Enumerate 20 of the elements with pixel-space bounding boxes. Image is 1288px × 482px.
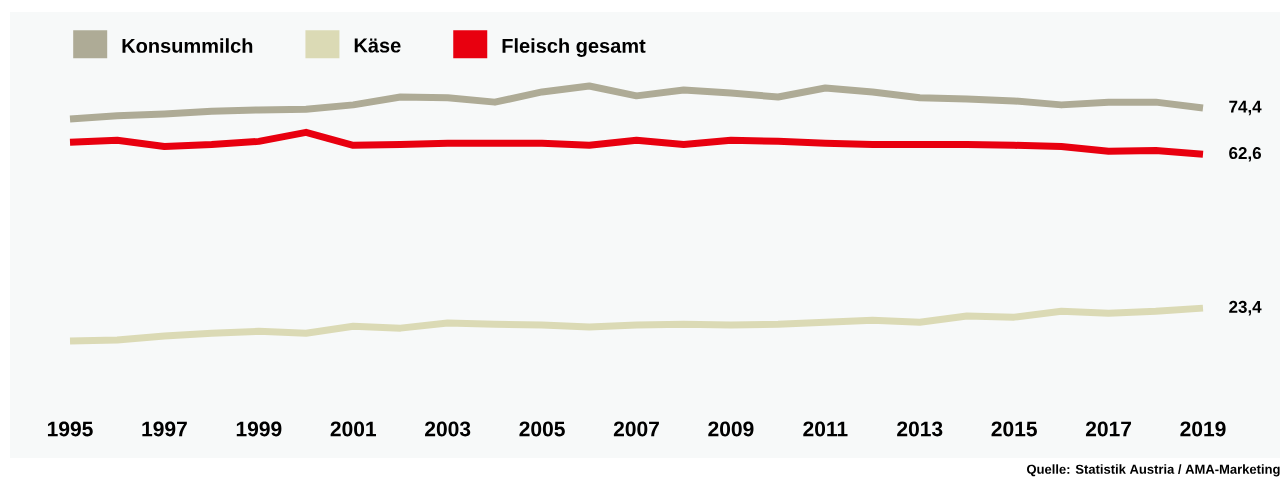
x-tick-label: 1995 — [47, 421, 93, 437]
data-label: 62,6 — [1229, 147, 1262, 162]
x-tick-label: 2001 — [330, 421, 377, 437]
legend-label: Käse — [354, 38, 401, 53]
data-label: 74,4 — [1229, 100, 1262, 116]
x-tick-label: 2019 — [1180, 421, 1226, 437]
x-tick-label: 2017 — [1085, 421, 1132, 437]
x-tick-label: 2007 — [613, 421, 659, 437]
x-tick-label: 2009 — [708, 421, 754, 437]
source-note: Quelle: Statistik Austria / AMA-Marketing — [1026, 464, 1280, 477]
x-tick-label: 2005 — [519, 421, 565, 437]
x-tick-label: 2011 — [803, 421, 848, 437]
x-tick-label: 2015 — [991, 421, 1037, 437]
x-tick-label: 2003 — [425, 421, 471, 437]
legend-label: Fleisch gesamt — [502, 38, 646, 57]
x-tick-label: 1999 — [236, 421, 282, 437]
x-tick-label: 1997 — [142, 421, 187, 437]
x-tick-label: 2013 — [897, 421, 943, 437]
legend-label: Konsummilch — [122, 38, 253, 53]
data-label: 23,4 — [1229, 300, 1262, 316]
